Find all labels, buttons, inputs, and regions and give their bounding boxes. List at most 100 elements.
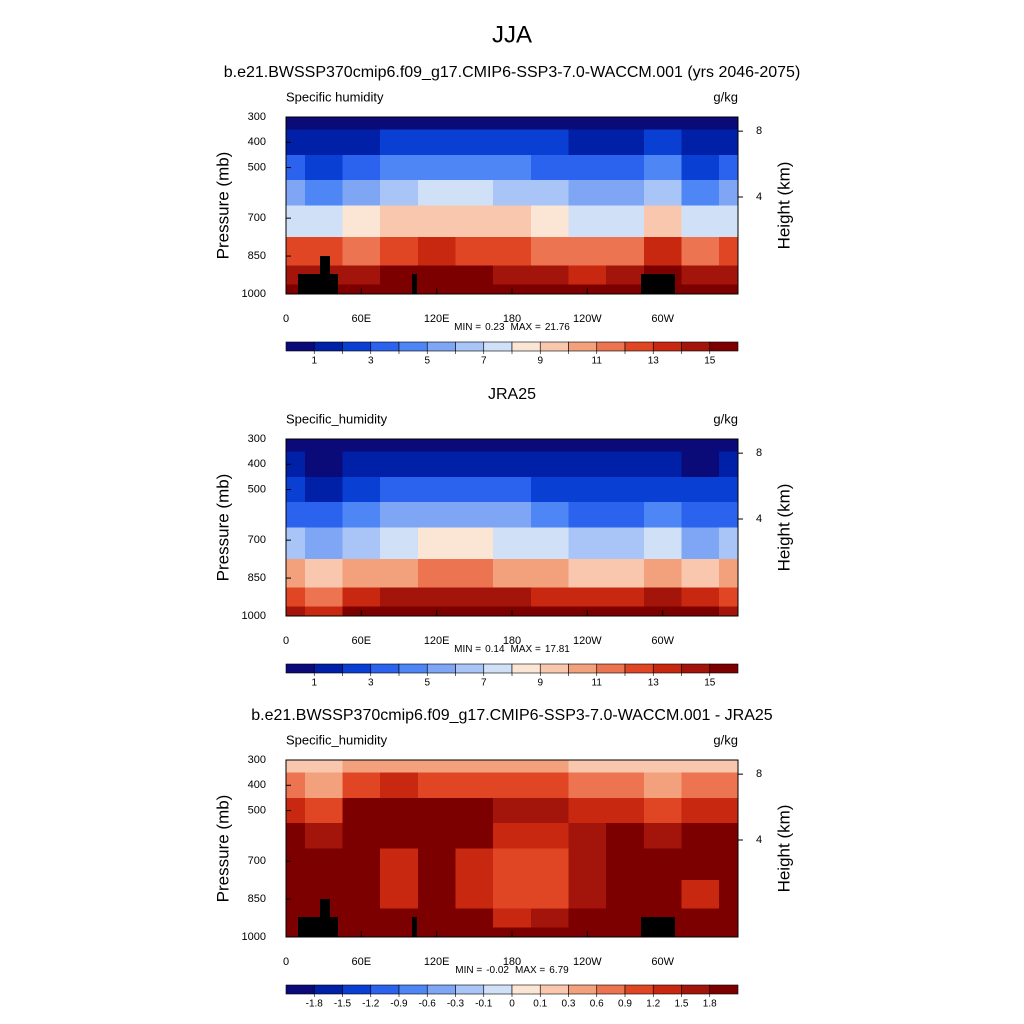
contour-cell [286, 760, 306, 774]
contour-cell [681, 848, 720, 881]
colorbar-label: 1 [311, 356, 317, 367]
contour-cell [417, 848, 456, 881]
left-label: Specific_humidity [286, 732, 388, 747]
x-tick-label: 0 [283, 313, 289, 325]
min-max-min-label: MIN = [454, 644, 481, 655]
contour-cell [568, 587, 607, 608]
y-axis-label: Pressure (mb) [213, 474, 232, 582]
contour-cell [304, 587, 343, 608]
contour-cell [681, 880, 720, 910]
colorbar-label: 1.2 [646, 999, 660, 1010]
colorbar-box [483, 341, 513, 352]
colorbar-box [596, 341, 626, 352]
colorbar-box [709, 984, 739, 995]
y-tick-label: 700 [248, 855, 266, 867]
colorbar-box [313, 984, 343, 995]
x-tick-label: 60W [651, 313, 674, 325]
contour-cell [719, 265, 739, 286]
contour-cell [606, 760, 645, 774]
colorbar-box [652, 663, 682, 674]
min-max-max-label: MAX = [515, 965, 545, 976]
contour-cell [342, 848, 381, 881]
contour-cell [530, 760, 569, 774]
colorbar-label: 0.6 [590, 999, 604, 1010]
contour-cell [606, 180, 645, 206]
contour-cell [606, 205, 645, 238]
min-max-max-label: MAX = [511, 644, 541, 655]
contour-cell [643, 154, 682, 181]
y2-tick-label: 8 [756, 447, 762, 459]
contour-cell [643, 476, 682, 503]
colorbar-label: 7 [481, 678, 487, 689]
contour-cell [286, 587, 306, 608]
colorbar-box [370, 984, 400, 995]
min-max-min-label: MIN = [454, 322, 481, 333]
y-tick-label: 400 [248, 458, 266, 470]
contour-cell [417, 129, 456, 156]
colorbar-box [652, 341, 682, 352]
y2-axis-label: Height (km) [774, 805, 793, 893]
contour-cell [455, 451, 494, 478]
contour-cell [681, 559, 720, 589]
contour-cell [455, 284, 494, 295]
contour-cell [719, 476, 739, 503]
contour-cell [719, 154, 739, 181]
colorbar-label: 7 [481, 356, 487, 367]
contour-cell [681, 927, 720, 938]
colorbar-box [681, 663, 711, 674]
contour-cell [380, 439, 419, 453]
contour-cell [493, 180, 532, 206]
contour-cell [493, 439, 532, 453]
contour-cell [417, 908, 456, 929]
contour-cell [530, 848, 569, 881]
colorbar-label: 11 [592, 356, 603, 367]
min-max-max: 21.76 [545, 322, 570, 333]
contour-cell [530, 237, 569, 267]
contour-cell [304, 502, 343, 528]
x-tick-label: 120W [573, 635, 602, 647]
colorbar-box [596, 984, 626, 995]
colorbar-label: 0.1 [533, 999, 547, 1010]
contour-cell [417, 451, 456, 478]
contour-cell [493, 205, 532, 238]
contour-cell [606, 265, 645, 286]
x-tick-label: 120W [573, 313, 602, 325]
panel-title: JRA25 [488, 386, 536, 403]
contour-cell [304, 205, 343, 238]
contour-cell [380, 527, 419, 560]
x-tick-label: 0 [283, 635, 289, 647]
contour-cell [681, 772, 720, 799]
min-max-max-label: MAX = [511, 322, 541, 333]
contour-cell [380, 117, 419, 131]
contour-cell [606, 559, 645, 589]
contour-cell [681, 760, 720, 774]
contour-cell [719, 180, 739, 206]
x-tick-label: 60W [651, 635, 674, 647]
colorbar-box [285, 341, 315, 352]
contour-cell [304, 129, 343, 156]
colorbar-box [539, 341, 569, 352]
y-tick-label: 1000 [242, 288, 266, 300]
contour-cell [643, 527, 682, 560]
contour-cell [342, 760, 381, 774]
panel-title: b.e21.BWSSP370cmip6.f09_g17.CMIP6-SSP3-7… [224, 64, 801, 81]
contour-cell [455, 606, 494, 617]
contour-cell [455, 205, 494, 238]
colorbar-box [624, 341, 654, 352]
contour-cell [530, 284, 569, 295]
colorbar-box [426, 984, 456, 995]
terrain-block [641, 917, 675, 937]
contour-cell [342, 502, 381, 528]
contour-cell [681, 797, 720, 824]
contour-cell [643, 848, 682, 881]
contour-cell [568, 823, 607, 849]
colorbar-box [398, 984, 428, 995]
x-tick-label: 120E [424, 956, 450, 968]
contour-cell [568, 559, 607, 589]
contour-cell [568, 129, 607, 156]
y-tick-label: 500 [248, 161, 266, 173]
contour-cell [643, 587, 682, 608]
colorbar-box [455, 984, 485, 995]
contour-cell [719, 587, 739, 608]
